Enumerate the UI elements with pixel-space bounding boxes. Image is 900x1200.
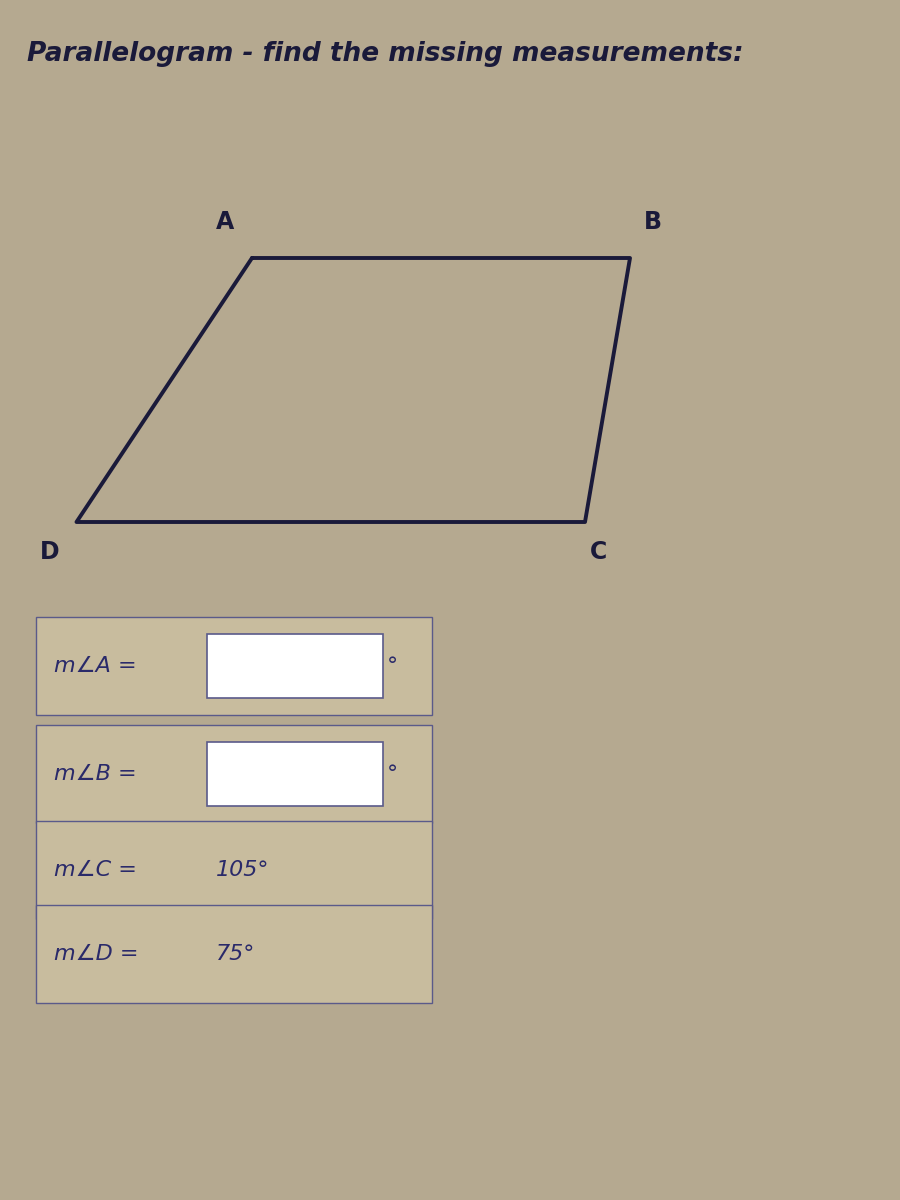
Text: B: B bbox=[644, 210, 662, 234]
Text: m∠A =: m∠A = bbox=[54, 656, 137, 676]
Text: m∠C =: m∠C = bbox=[54, 860, 137, 880]
Text: A: A bbox=[216, 210, 234, 234]
Text: m∠D =: m∠D = bbox=[54, 944, 139, 964]
Text: m∠B =: m∠B = bbox=[54, 764, 137, 784]
Text: °: ° bbox=[387, 656, 398, 676]
Bar bbox=[36, 821, 432, 919]
Text: 105°: 105° bbox=[216, 860, 269, 880]
Text: D: D bbox=[40, 540, 59, 564]
Bar bbox=[207, 742, 382, 806]
Text: °: ° bbox=[387, 764, 398, 784]
Bar bbox=[36, 905, 432, 1003]
Bar bbox=[36, 725, 432, 823]
Bar bbox=[207, 634, 382, 698]
Text: Parallelogram - find the missing measurements:: Parallelogram - find the missing measure… bbox=[27, 41, 743, 67]
Text: C: C bbox=[590, 540, 608, 564]
Bar bbox=[36, 617, 432, 715]
Text: 75°: 75° bbox=[216, 944, 256, 964]
